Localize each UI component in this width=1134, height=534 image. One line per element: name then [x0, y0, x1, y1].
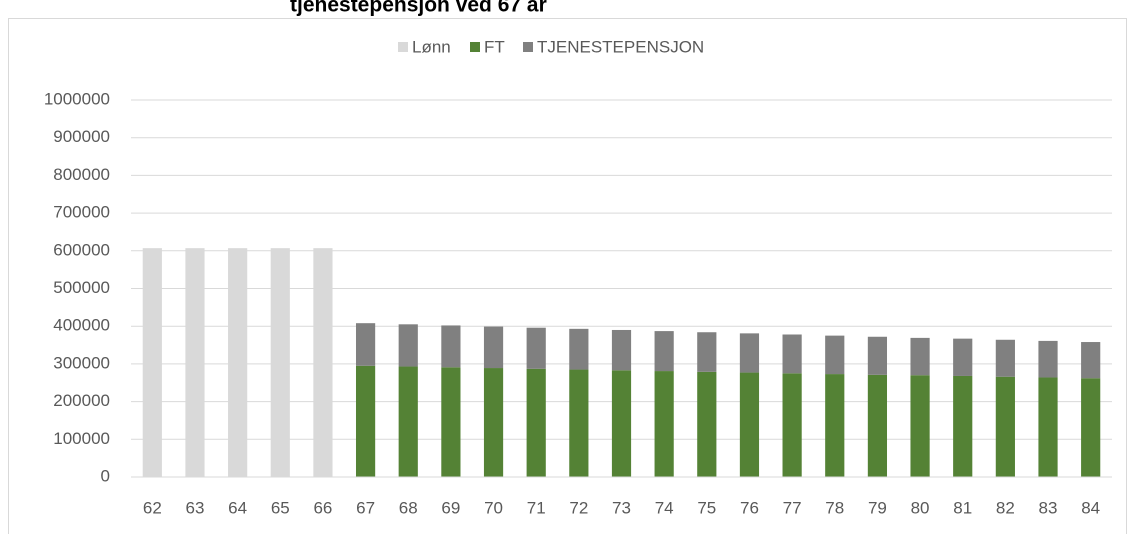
x-tick-label: 76	[740, 498, 759, 517]
bar-segment	[313, 248, 333, 477]
x-tick-label: 68	[399, 498, 418, 517]
x-tick-label: 69	[441, 498, 460, 517]
x-tick-label: 78	[825, 498, 844, 517]
y-tick-label: 500000	[53, 278, 110, 297]
x-tick-label: 77	[783, 498, 802, 517]
bar-segment	[910, 337, 930, 376]
x-tick-label: 75	[697, 498, 716, 517]
x-tick-label: 83	[1039, 498, 1058, 517]
y-tick-label: 300000	[53, 353, 110, 372]
bar-segment	[697, 332, 717, 372]
y-tick-label: 100000	[53, 429, 110, 448]
x-tick-label: 71	[527, 498, 546, 517]
bar-segment	[825, 374, 845, 477]
y-tick-label: 0	[101, 466, 110, 485]
bar-segment	[355, 365, 376, 477]
x-tick-label: 81	[953, 498, 972, 517]
bar-segment	[867, 336, 888, 375]
bar-segment	[569, 369, 589, 477]
x-tick-label: 74	[655, 498, 674, 517]
chart-title: tjenestepensjon ved 67 år	[290, 0, 547, 17]
bar-segment	[782, 373, 802, 477]
bar-segment	[142, 248, 162, 477]
legend-swatch	[470, 42, 480, 52]
bar-segment	[739, 372, 760, 477]
x-tick-label: 73	[612, 498, 631, 517]
legend-label: TJENESTEPENSJON	[537, 37, 704, 56]
bar-segment	[569, 328, 589, 370]
x-tick-label: 80	[911, 498, 930, 517]
bar-segment	[953, 375, 973, 477]
bar-segment	[355, 323, 376, 366]
legend-label: FT	[484, 37, 505, 56]
bar-segment	[526, 327, 546, 369]
x-tick-label: 63	[186, 498, 205, 517]
y-tick-label: 200000	[53, 391, 110, 410]
bar-segment	[739, 333, 760, 373]
y-tick-label: 800000	[53, 165, 110, 184]
bar-segment	[483, 326, 504, 369]
bar-segment	[398, 366, 418, 477]
x-tick-label: 72	[569, 498, 588, 517]
legend-swatch	[398, 42, 408, 52]
x-tick-label: 65	[271, 498, 290, 517]
bar-segment	[782, 334, 802, 374]
bar-segment	[1081, 378, 1101, 477]
legend-swatch	[523, 42, 533, 52]
bar-segment	[270, 248, 290, 477]
bar-segment	[228, 248, 248, 477]
bar-segment	[611, 329, 632, 371]
bar-segment	[867, 374, 888, 477]
bar-segment	[185, 248, 205, 477]
x-tick-label: 70	[484, 498, 503, 517]
x-tick-label: 82	[996, 498, 1015, 517]
bar-segment	[611, 370, 632, 477]
bar-segment	[441, 367, 461, 477]
bar-segment	[1038, 340, 1058, 378]
y-tick-label: 600000	[53, 240, 110, 259]
x-tick-label: 79	[868, 498, 887, 517]
chart-frame	[8, 18, 1127, 534]
bar-segment	[1081, 342, 1101, 379]
bar-segment	[654, 331, 674, 372]
x-tick-label: 84	[1081, 498, 1100, 517]
bar-segment	[953, 338, 973, 376]
bar-segment	[654, 371, 674, 477]
x-tick-label: 62	[143, 498, 162, 517]
bar-segment	[1038, 377, 1058, 477]
bar-segment	[825, 335, 845, 375]
y-tick-label: 1000000	[44, 89, 110, 108]
y-tick-label: 400000	[53, 316, 110, 335]
y-tick-label: 900000	[53, 127, 110, 146]
bar-segment	[697, 371, 717, 477]
legend-label: Lønn	[412, 37, 451, 56]
bar-segment	[398, 324, 418, 367]
bar-segment	[995, 376, 1015, 477]
x-tick-label: 67	[356, 498, 375, 517]
x-tick-label: 66	[313, 498, 332, 517]
bar-segment	[441, 325, 461, 368]
bar-segment	[483, 368, 504, 477]
x-tick-label: 64	[228, 498, 247, 517]
bar-segment	[995, 339, 1015, 377]
y-tick-label: 700000	[53, 203, 110, 222]
bar-segment	[526, 368, 546, 477]
bar-segment	[910, 375, 930, 477]
